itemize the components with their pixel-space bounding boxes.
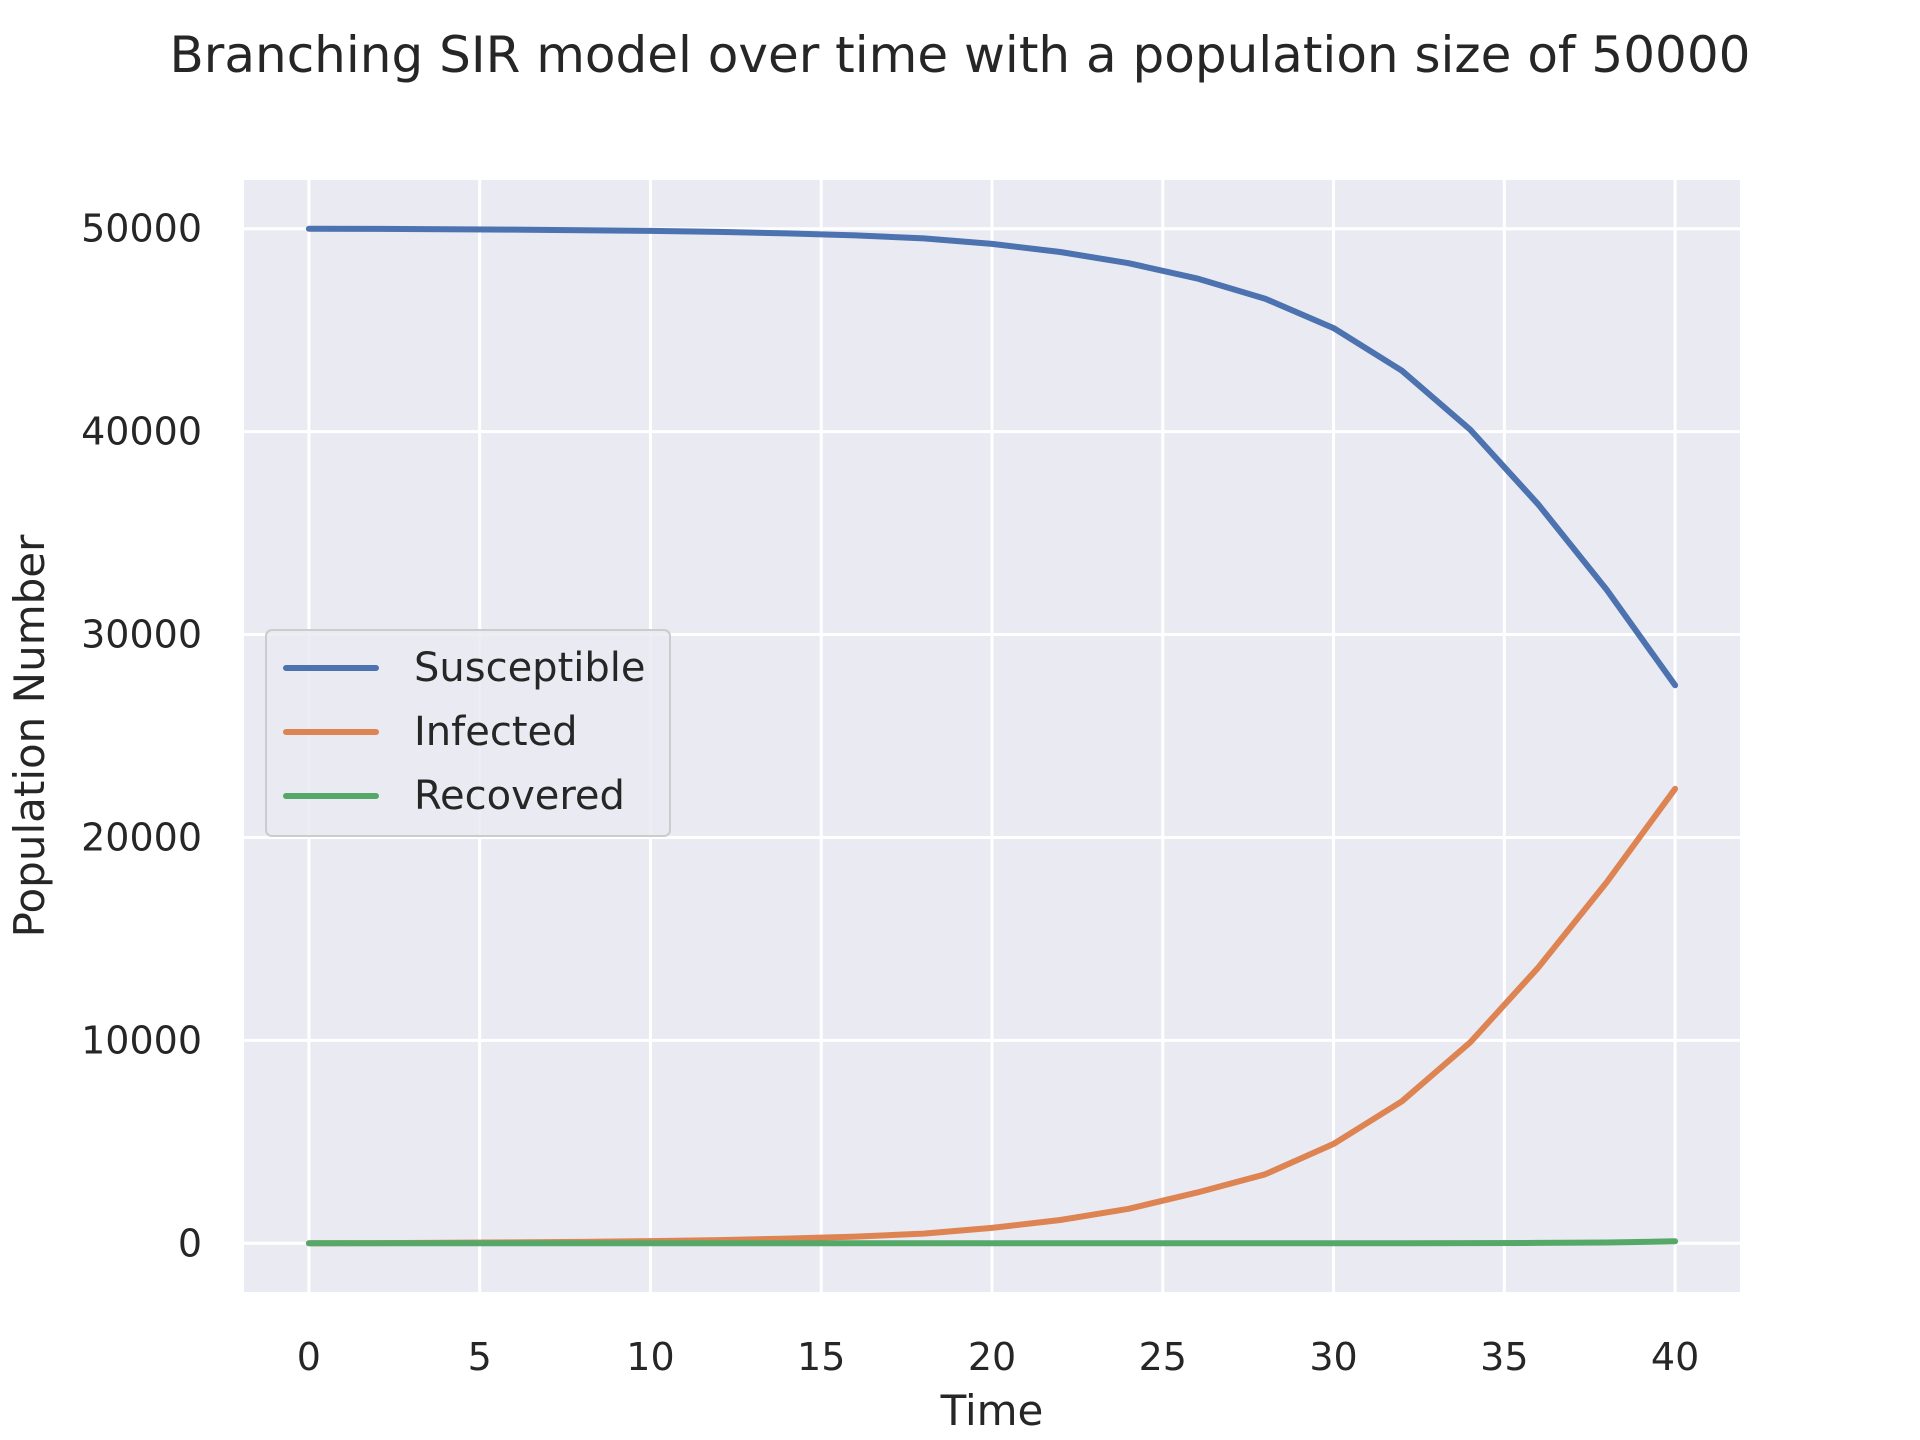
legend-label-recovered: Recovered xyxy=(414,773,625,819)
x-tick-label: 10 xyxy=(626,1335,674,1379)
series-line-recovered xyxy=(305,1238,1679,1247)
y-tick-labels: 0 10000 20000 30000 40000 50000 xyxy=(81,207,202,1266)
x-tick-label: 30 xyxy=(1309,1335,1357,1379)
legend-frame xyxy=(265,629,671,837)
x-tick-label: 20 xyxy=(968,1335,1016,1379)
y-tick-label: 20000 xyxy=(81,815,202,859)
y-tick-label: 30000 xyxy=(81,613,202,657)
x-tick-label: 25 xyxy=(1139,1335,1187,1379)
legend-label-susceptible: Susceptible xyxy=(414,645,645,691)
legend: Susceptible Infected Recovered xyxy=(265,629,671,837)
y-tick-label: 0 xyxy=(178,1221,202,1265)
x-tick-label: 0 xyxy=(297,1335,321,1379)
x-tick-label: 5 xyxy=(468,1335,492,1379)
y-tick-label: 50000 xyxy=(81,207,202,251)
x-axis-label: Time xyxy=(940,1386,1044,1435)
y-tick-label: 10000 xyxy=(81,1018,202,1062)
x-tick-label: 15 xyxy=(797,1335,845,1379)
x-tick-labels: 0 5 10 15 20 25 30 35 40 xyxy=(297,1335,1699,1379)
y-axis-label: Population Number xyxy=(5,534,54,937)
legend-label-infected: Infected xyxy=(414,709,578,755)
y-tick-label: 40000 xyxy=(81,410,202,454)
x-tick-label: 40 xyxy=(1651,1335,1699,1379)
series-lines xyxy=(305,225,1679,1247)
chart-title: Branching SIR model over time with a pop… xyxy=(170,26,1751,84)
x-tick-label: 35 xyxy=(1480,1335,1528,1379)
series-line-susceptible xyxy=(305,225,1679,689)
